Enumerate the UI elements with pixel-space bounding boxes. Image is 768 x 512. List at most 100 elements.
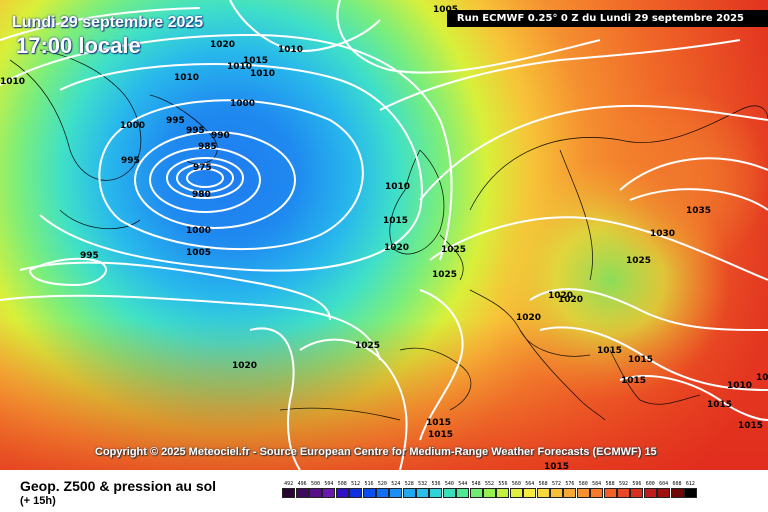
legend-label: 604 (659, 481, 669, 487)
isobar-label: 1000 (120, 121, 145, 131)
legend-item: 516 (362, 480, 376, 498)
legend-swatch (683, 488, 697, 498)
isobar-label: 995 (186, 126, 205, 136)
legend-swatch (496, 488, 510, 498)
legend-item: 592 (616, 480, 630, 498)
legend-swatch (536, 488, 550, 498)
legend-item: 576 (563, 480, 577, 498)
legend-label: 492 (284, 481, 294, 487)
legend-item: 496 (295, 480, 309, 498)
legend-swatch (322, 488, 336, 498)
legend-item: 560 (509, 480, 523, 498)
isobar-label: 1010 (727, 381, 752, 391)
isobar-label: 1025 (432, 270, 457, 280)
legend-item: 580 (576, 480, 590, 498)
legend-label: 508 (337, 481, 347, 487)
legend-label: 608 (672, 481, 682, 487)
isobar-label: 1000 (186, 226, 211, 236)
isobar-label: 1020 (384, 243, 409, 253)
isobar-label: 1015 (597, 346, 622, 356)
legend-item: 588 (603, 480, 617, 498)
isobar-label: 1010 (278, 45, 303, 55)
legend-swatch (483, 488, 497, 498)
legend-swatch (590, 488, 604, 498)
legend-label: 504 (324, 481, 334, 487)
isobar-label: 990 (211, 131, 230, 141)
isobar-label: 980 (192, 190, 211, 200)
isobar-label: 985 (198, 142, 217, 152)
isobar-label: 1020 (516, 313, 541, 323)
legend-label: 580 (578, 481, 588, 487)
isobar-label: 995 (166, 116, 185, 126)
legend-item: 528 (402, 480, 416, 498)
isobar-label: 1020 (548, 291, 573, 301)
isobar-label: 1005 (433, 5, 458, 15)
isobar-label: 1020 (232, 361, 257, 371)
legend-item: 512 (349, 480, 363, 498)
legend-swatch (389, 488, 403, 498)
isobar-label: 1025 (626, 256, 651, 266)
legend-swatch (469, 488, 483, 498)
legend-item: 544 (456, 480, 470, 498)
chart-title: Geop. Z500 & pression au sol (20, 478, 217, 494)
isobar-label: 1010 (385, 182, 410, 192)
legend-label: 536 (431, 481, 441, 487)
legend-swatch (282, 488, 296, 498)
legend-label: 528 (404, 481, 414, 487)
legend-item: 500 (308, 480, 322, 498)
legend-swatch (603, 488, 617, 498)
legend-item: 604 (657, 480, 671, 498)
isobar-label: 1015 (621, 376, 646, 386)
legend-item: 520 (375, 480, 389, 498)
isobar-label: 1025 (355, 341, 380, 351)
isobar-label: 1020 (558, 295, 583, 305)
legend-label: 516 (364, 481, 374, 487)
forecast-time: 17:00 locale (16, 33, 141, 58)
legend-item: 548 (469, 480, 483, 498)
forecast-date: Lundi 29 septembre 2025 (12, 14, 204, 31)
legend-item: 608 (670, 480, 684, 498)
legend-item: 568 (536, 480, 550, 498)
legend-swatch (295, 488, 309, 498)
legend-label: 556 (498, 481, 508, 487)
isobar-label: 1010 (250, 69, 275, 79)
legend-swatch (576, 488, 590, 498)
legend-swatch (335, 488, 349, 498)
isobar-label: 1010 (227, 62, 252, 72)
legend-label: 612 (685, 481, 695, 487)
legend-swatch (523, 488, 537, 498)
legend-label: 548 (471, 481, 481, 487)
legend-item: 600 (643, 480, 657, 498)
legend-swatch (429, 488, 443, 498)
legend-label: 552 (485, 481, 495, 487)
forecast-offset: (+ 15h) (20, 495, 56, 507)
legend-swatch (616, 488, 630, 498)
legend-item: 564 (523, 480, 537, 498)
legend-swatch (416, 488, 430, 498)
isobar-label: 1030 (650, 229, 675, 239)
isobar-label: 1020 (210, 40, 235, 50)
isobars (0, 0, 768, 470)
coastlines (9, 49, 768, 421)
legend-label: 500 (310, 481, 320, 487)
legend-item: 572 (550, 480, 563, 498)
legend-swatch (308, 488, 322, 498)
isobar-label: 1015 (756, 373, 768, 383)
isobar-label: 1000 (230, 99, 255, 109)
isobar-label: 1010 (174, 73, 199, 83)
color-legend: 492 496 500 504 508 512 516 520 524 528 532 536 540 5… (282, 480, 697, 498)
legend-label: 576 (565, 481, 575, 487)
legend-swatch (362, 488, 376, 498)
legend-item: 504 (322, 480, 336, 498)
legend-label: 524 (391, 481, 401, 487)
legend-label: 596 (632, 481, 642, 487)
legend-swatch (563, 488, 577, 498)
isobar-labels: 1005 1020 1010 1015 1010 1010 1010 1010 … (0, 5, 768, 470)
legend-item: 556 (496, 480, 510, 498)
isobar-label: 1015 (544, 462, 569, 470)
isobar-label: 1015 (428, 430, 453, 440)
run-info: Run ECMWF 0.25° 0 Z du Lundi 29 septembr… (446, 10, 768, 27)
legend-swatch (509, 488, 523, 498)
legend-swatch (670, 488, 684, 498)
isobar-label: 1035 (686, 206, 711, 216)
